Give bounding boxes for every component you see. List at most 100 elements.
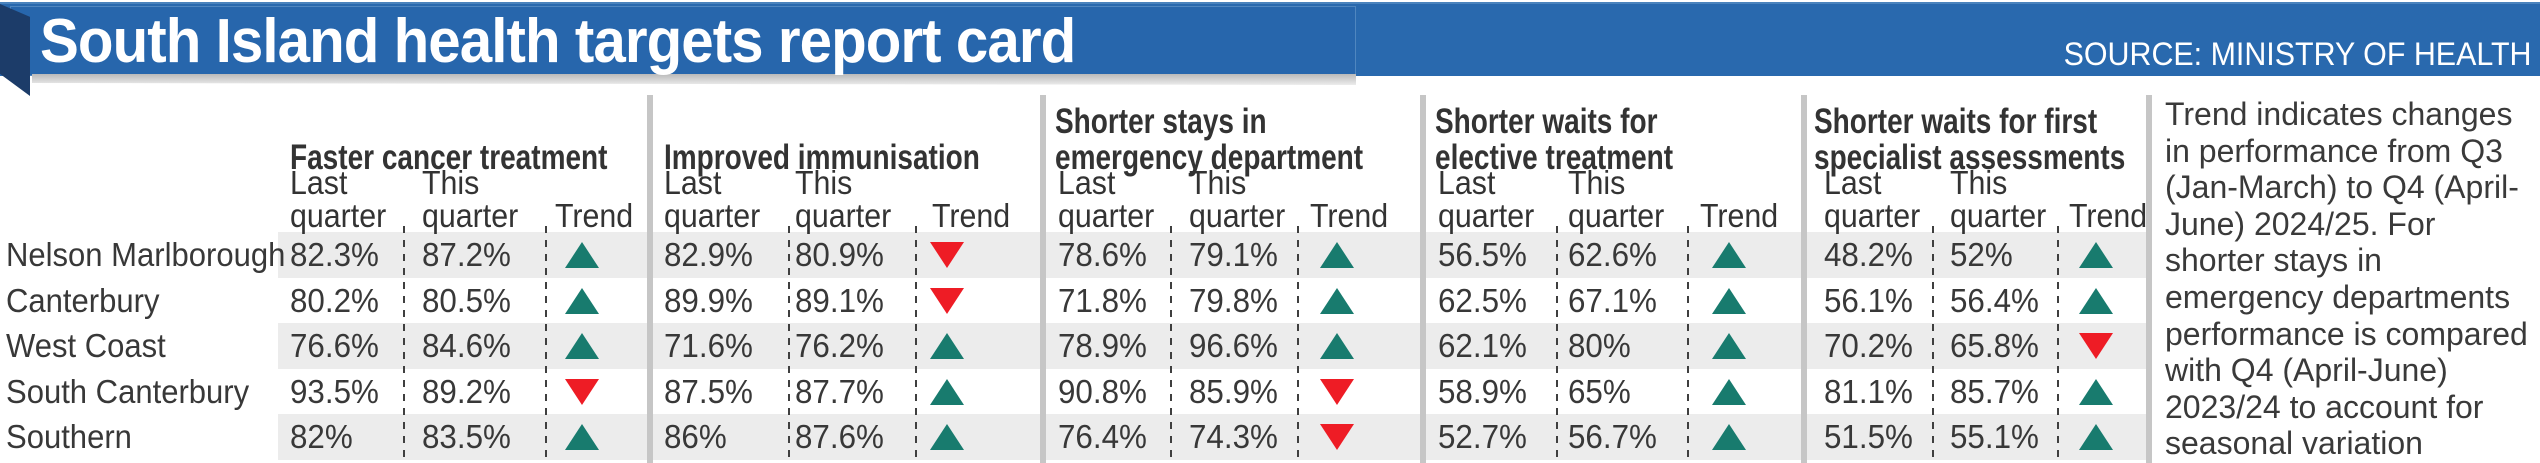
column-dashed-separator (788, 226, 790, 460)
trend-up-icon (565, 333, 599, 359)
this-quarter-value: 56.4% (1950, 281, 2039, 319)
this-quarter-header: This quarter (422, 164, 519, 234)
table-row: West Coast 76.6% 84.6% 71.6% 76.2% 78.9% 96.6%… (0, 323, 2146, 369)
region-label: Southern (6, 418, 132, 455)
trend-explanation-note: Trend indicates changes in performance f… (2165, 96, 2528, 462)
group-title: Shorter waits for elective treatment (1435, 102, 1674, 177)
last-quarter-value: 58.9% (1438, 372, 1527, 410)
column-dashed-separator (545, 226, 547, 460)
this-quarter-value: 65% (1568, 372, 1631, 410)
trend-down-icon (1320, 378, 1354, 405)
last-quarter-value: 71.8% (1058, 281, 1147, 319)
trend-header: Trend (1310, 197, 1389, 234)
last-quarter-header: Last quarter (664, 164, 761, 234)
column-dashed-separator (1297, 226, 1299, 460)
trend-up-icon (1320, 287, 1354, 314)
this-quarter-value: 62.6% (1568, 236, 1657, 273)
trend-up-icon (1712, 378, 1746, 405)
table-row: South Canterbury 93.5% 89.2% 87.5% 87.7% 90.8… (0, 369, 2146, 415)
last-quarter-header: Last quarter (1824, 164, 1921, 234)
trend-up-icon (930, 333, 964, 359)
region-label: South Canterbury (6, 372, 250, 410)
this-quarter-value: 83.5% (422, 418, 511, 455)
last-quarter-value: 56.1% (1824, 281, 1913, 319)
this-quarter-value: 87.6% (795, 418, 884, 455)
this-quarter-value: 89.2% (422, 372, 511, 410)
trend-up-icon (2079, 424, 2113, 450)
last-quarter-value: 82% (290, 418, 353, 455)
this-quarter-value: 84.6% (422, 327, 511, 364)
banner-ribbon-fold (0, 4, 30, 96)
banner-title-box (10, 6, 1356, 76)
last-quarter-value: 56.5% (1438, 236, 1527, 273)
group-separator-bar (1801, 95, 1807, 463)
this-quarter-value: 65.8% (1950, 327, 2039, 364)
last-quarter-value: 48.2% (1824, 236, 1913, 273)
group-title: Faster cancer treatment (290, 138, 608, 177)
this-quarter-value: 79.1% (1189, 236, 1278, 273)
group-title: Shorter stays in emergency department (1055, 102, 1364, 177)
trend-up-icon (2079, 287, 2113, 314)
column-dashed-separator (1687, 226, 1689, 460)
this-quarter-value: 67.1% (1568, 281, 1657, 319)
trend-up-icon (2079, 378, 2113, 405)
trend-up-icon (1712, 333, 1746, 359)
last-quarter-header: Last quarter (1058, 164, 1155, 234)
last-quarter-header: Last quarter (290, 164, 387, 234)
trend-up-icon (930, 424, 964, 450)
page-title: South Island health targets report card (40, 7, 1076, 76)
this-quarter-value: 79.8% (1189, 281, 1278, 319)
column-dashed-separator (1170, 226, 1172, 460)
trend-down-icon (930, 287, 964, 314)
last-quarter-value: 62.1% (1438, 327, 1527, 364)
this-quarter-value: 80.5% (422, 281, 511, 319)
source-credit: SOURCE: MINISTRY OF HEALTH (2064, 36, 2532, 72)
trend-up-icon (1712, 424, 1746, 450)
this-quarter-header: This quarter (795, 164, 892, 234)
trend-header: Trend (932, 197, 1011, 234)
trend-up-icon (2079, 242, 2113, 268)
this-quarter-header: This quarter (1950, 164, 2047, 234)
trend-up-icon (930, 378, 964, 405)
trend-up-icon (1320, 242, 1354, 268)
this-quarter-value: 55.1% (1950, 418, 2039, 455)
region-label: Canterbury (6, 281, 160, 319)
group-title: Shorter waits for first specialist asses… (1814, 102, 2126, 177)
this-quarter-value: 96.6% (1189, 327, 1278, 364)
last-quarter-value: 82.3% (290, 236, 379, 273)
region-label: West Coast (6, 327, 166, 364)
last-quarter-value: 62.5% (1438, 281, 1527, 319)
banner-shadow (32, 74, 1356, 85)
trend-up-icon (1712, 242, 1746, 268)
last-quarter-value: 76.4% (1058, 418, 1147, 455)
this-quarter-value: 89.1% (795, 281, 884, 319)
group-title: Improved immunisation (664, 138, 980, 177)
this-quarter-value: 56.7% (1568, 418, 1657, 455)
this-quarter-value: 85.7% (1950, 372, 2039, 410)
last-quarter-value: 70.2% (1824, 327, 1913, 364)
this-quarter-header: This quarter (1568, 164, 1665, 234)
last-quarter-value: 80.2% (290, 281, 379, 319)
this-quarter-value: 87.2% (422, 236, 511, 273)
trend-up-icon (1712, 287, 1746, 314)
last-quarter-value: 52.7% (1438, 418, 1527, 455)
trend-up-icon (565, 242, 599, 268)
table-row: Canterbury 80.2% 80.5% 89.9% 89.1% 71.8% 79.8%… (0, 278, 2146, 324)
last-quarter-value: 86% (664, 418, 727, 455)
table-row: Southern 82% 83.5% 86% 87.6% 76.4% 74.3% 52.7% 5… (0, 414, 2146, 460)
this-quarter-value: 76.2% (795, 327, 884, 364)
this-quarter-value: 74.3% (1189, 418, 1278, 455)
this-quarter-value: 87.7% (795, 372, 884, 410)
trend-down-icon (1320, 424, 1354, 450)
trend-header: Trend (555, 197, 634, 234)
trend-up-icon (1320, 333, 1354, 359)
this-quarter-value: 80% (1568, 327, 1631, 364)
banner-bar (0, 2, 2540, 76)
this-quarter-header: This quarter (1189, 164, 1286, 234)
group-separator-bar (1420, 95, 1426, 463)
last-quarter-value: 76.6% (290, 327, 379, 364)
this-quarter-value: 80.9% (795, 236, 884, 273)
trend-down-icon (930, 242, 964, 268)
group-separator-bar (2146, 95, 2152, 463)
